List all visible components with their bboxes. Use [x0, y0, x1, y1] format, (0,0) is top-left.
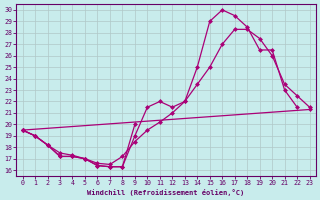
X-axis label: Windchill (Refroidissement éolien,°C): Windchill (Refroidissement éolien,°C): [87, 189, 245, 196]
